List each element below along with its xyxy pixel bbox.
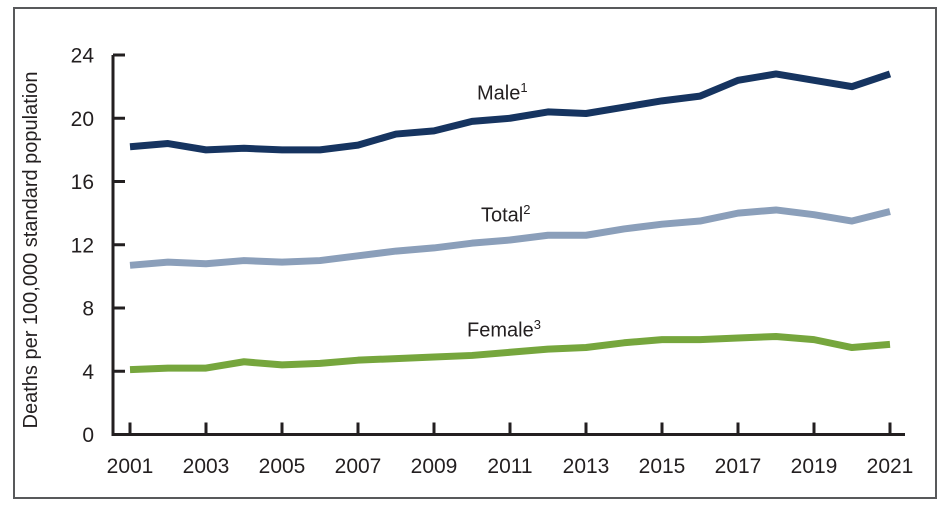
x-tick-label: 2005 <box>259 455 306 478</box>
x-tick-label: 2021 <box>867 455 914 478</box>
x-tick-label: 2011 <box>487 455 532 478</box>
x-tick-label: 2019 <box>791 455 838 478</box>
y-tick-label: 24 <box>71 45 95 68</box>
x-tick-label: 2001 <box>107 455 154 478</box>
y-tick-label: 4 <box>82 361 94 384</box>
y-axis-title: Deaths per 100,000 standard population <box>20 71 42 429</box>
male-series-label-footnote: 1 <box>520 80 528 95</box>
y-tick-label: 20 <box>71 108 94 131</box>
x-tick-label: 2009 <box>411 455 458 478</box>
x-tick-label: 2017 <box>715 455 762 478</box>
x-tick-label: 2015 <box>639 455 686 478</box>
female-series-label-text: Female <box>467 319 534 342</box>
axis-spine <box>111 55 905 436</box>
x-tick-label: 2013 <box>563 455 610 478</box>
female-line <box>129 332 891 374</box>
male-series-label: Male1 <box>477 80 528 106</box>
y-tick-label: 0 <box>82 424 94 447</box>
total-series-label-footnote: 2 <box>523 202 531 217</box>
y-tick-label: 16 <box>71 171 94 194</box>
male-series-label-text: Male <box>477 82 521 105</box>
male-line <box>129 70 892 154</box>
total-line <box>129 206 891 269</box>
total-series-label-text: Total <box>481 204 524 227</box>
female-series-label-footnote: 3 <box>533 317 541 332</box>
figure-border <box>13 7 937 499</box>
female-series-label: Female3 <box>467 317 541 343</box>
y-tick-label: 8 <box>82 298 94 321</box>
y-tick-label: 12 <box>71 234 94 257</box>
total-series-label: Total2 <box>481 202 530 228</box>
x-tick-label: 2003 <box>183 455 230 478</box>
x-tick-label: 2007 <box>335 455 382 478</box>
